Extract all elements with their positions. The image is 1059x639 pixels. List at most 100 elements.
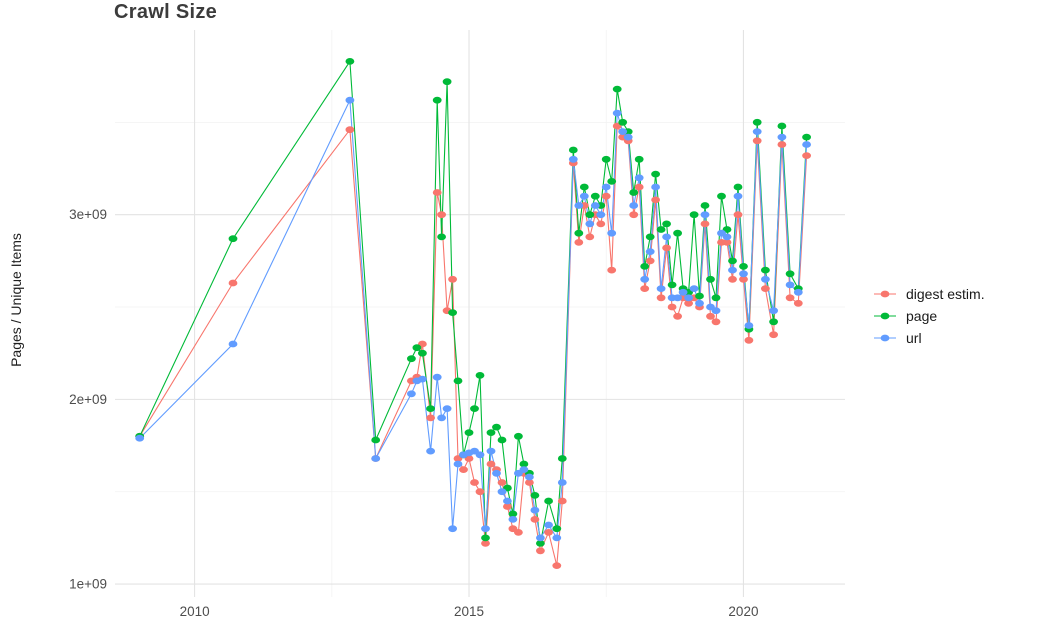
- data-point-url: [475, 451, 485, 459]
- data-point-url: [612, 109, 622, 117]
- data-point-url: [530, 506, 540, 514]
- data-point-page: [585, 211, 595, 219]
- data-point-page: [432, 96, 442, 104]
- data-point-digest-estim-: [645, 257, 655, 265]
- data-point-url: [662, 233, 671, 241]
- data-point-url: [744, 322, 754, 329]
- data-point-page: [475, 372, 485, 379]
- data-point-url: [700, 211, 710, 219]
- data-point-url: [135, 434, 145, 442]
- data-point-url: [448, 525, 457, 533]
- data-point-url: [689, 285, 699, 292]
- legend-label: digest estim.: [906, 286, 985, 302]
- data-point-url: [437, 414, 446, 422]
- data-point-page: [437, 233, 446, 241]
- data-point-page: [557, 455, 567, 462]
- data-point-digest-estim-: [601, 192, 611, 200]
- data-point-url: [673, 294, 682, 302]
- data-point-page: [426, 405, 435, 412]
- data-point-url: [497, 488, 507, 496]
- data-point-page: [761, 266, 770, 274]
- data-point-url: [503, 497, 512, 505]
- data-point-digest-estim-: [667, 303, 677, 311]
- data-point-page: [481, 534, 490, 542]
- data-point-url: [579, 192, 589, 200]
- data-point-page: [769, 318, 778, 326]
- data-point-url: [453, 460, 463, 468]
- data-point-page: [711, 294, 721, 302]
- data-point-url: [536, 534, 545, 542]
- data-point-page: [407, 355, 416, 363]
- data-point-digest-estim-: [722, 239, 732, 246]
- data-point-digest-estim-: [634, 183, 644, 191]
- data-point-page: [673, 229, 682, 237]
- data-point-digest-estim-: [530, 516, 540, 523]
- data-point-url: [552, 534, 562, 542]
- chart-title: Crawl Size: [114, 1, 218, 23]
- data-point-digest-estim-: [596, 220, 606, 228]
- data-point-digest-estim-: [744, 336, 754, 344]
- data-point-digest-estim-: [802, 152, 811, 160]
- data-point-url: [793, 288, 803, 296]
- y-tick-label: 1e+09: [69, 577, 107, 592]
- data-point-page: [645, 233, 655, 241]
- data-point-digest-estim-: [552, 562, 562, 569]
- data-point-url: [629, 202, 639, 209]
- data-point-page: [752, 118, 762, 126]
- data-point-url: [607, 229, 617, 237]
- data-point-digest-estim-: [448, 275, 457, 283]
- data-point-url: [695, 299, 704, 307]
- data-point-url: [574, 202, 584, 209]
- data-point-digest-estim-: [607, 266, 617, 274]
- data-point-url: [618, 128, 628, 136]
- series-line-digest-estim-: [139, 125, 808, 566]
- x-tick-label: 2010: [180, 604, 210, 619]
- x-tick-label: 2020: [728, 604, 758, 619]
- data-point-url: [640, 275, 650, 283]
- data-point-page: [418, 349, 427, 357]
- data-point-page: [733, 183, 743, 191]
- data-point-page: [442, 78, 452, 86]
- data-point-digest-estim-: [761, 285, 770, 292]
- data-point-digest-estim-: [475, 488, 485, 496]
- data-point-page: [785, 270, 795, 278]
- data-point-digest-estim-: [345, 126, 355, 134]
- data-point-url: [426, 447, 435, 455]
- data-point-digest-estim-: [739, 275, 748, 283]
- data-point-page: [497, 436, 507, 444]
- data-point-page: [345, 58, 355, 65]
- data-point-page: [618, 118, 628, 126]
- data-point-url: [752, 128, 762, 136]
- data-point-digest-estim-: [437, 211, 446, 219]
- data-point-page: [689, 211, 699, 219]
- data-point-page: [706, 275, 715, 283]
- data-point-page: [590, 192, 600, 200]
- data-point-page: [640, 263, 650, 270]
- data-point-url: [645, 248, 655, 256]
- data-point-url: [623, 133, 633, 141]
- data-point-url: [508, 516, 518, 523]
- data-point-url: [525, 473, 534, 481]
- data-point-digest-estim-: [700, 220, 710, 228]
- data-point-page: [514, 432, 523, 440]
- data-point-url: [596, 211, 606, 219]
- data-point-url: [761, 275, 770, 283]
- data-point-url: [486, 447, 496, 455]
- data-point-digest-estim-: [481, 540, 490, 547]
- data-point-digest-estim-: [684, 299, 693, 307]
- data-point-page: [464, 429, 474, 436]
- data-point-page: [607, 178, 617, 185]
- data-point-page: [700, 202, 710, 209]
- data-point-url: [418, 375, 427, 383]
- data-point-url: [228, 340, 238, 348]
- data-point-digest-estim-: [673, 312, 682, 320]
- data-point-page: [568, 146, 578, 154]
- data-point-page: [667, 281, 677, 289]
- data-point-page: [579, 183, 589, 191]
- data-point-digest-estim-: [662, 244, 671, 252]
- data-point-digest-estim-: [503, 503, 512, 510]
- data-point-page: [412, 344, 422, 352]
- data-point-url: [684, 294, 693, 302]
